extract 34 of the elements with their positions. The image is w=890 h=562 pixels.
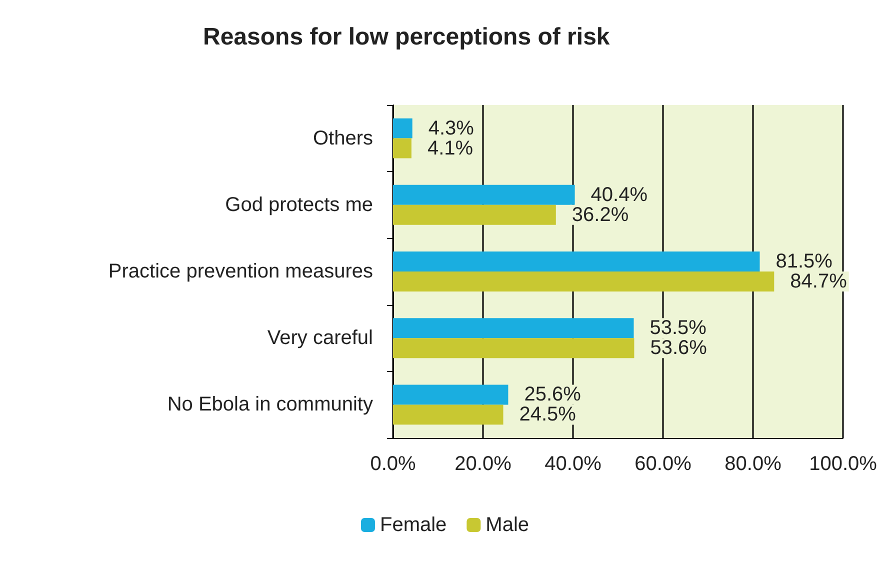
bar <box>393 272 774 292</box>
legend-label: Female <box>380 514 447 536</box>
x-tick-label: 40.0% <box>544 453 602 475</box>
legend-label: Male <box>486 514 530 536</box>
y-tick-label: Very careful <box>267 327 373 350</box>
data-label: 84.7% <box>790 270 848 292</box>
chart-title: Reasons for low perceptions of risk <box>203 24 610 50</box>
x-tick-label: 0.0% <box>370 453 416 475</box>
bar <box>393 204 556 225</box>
data-label: 53.6% <box>650 337 708 360</box>
data-label: 53.5% <box>650 317 707 340</box>
x-tick-label: 80.0% <box>724 453 782 475</box>
y-tick-label: Others <box>312 127 373 150</box>
x-tick-label: 60.0% <box>634 453 692 475</box>
data-label: 40.4% <box>590 184 648 206</box>
bar <box>393 184 575 205</box>
bar <box>393 252 760 272</box>
y-tick-label: Practice prevention measures <box>108 260 373 282</box>
bar <box>393 384 508 405</box>
data-label: 36.2% <box>572 204 629 226</box>
y-tick-label: God protects me <box>225 194 373 216</box>
data-label: 4.3% <box>428 117 474 140</box>
bar <box>393 338 634 358</box>
bar <box>393 404 504 425</box>
data-label: 25.6% <box>524 384 582 406</box>
bar <box>393 318 634 338</box>
y-tick-label: No Ebola in community <box>167 394 373 416</box>
data-label: 4.1% <box>427 137 474 160</box>
x-tick-label: 100.0% <box>809 453 878 475</box>
bar <box>393 118 412 138</box>
x-tick-label: 20.0% <box>454 453 512 475</box>
data-label: 81.5% <box>776 250 833 273</box>
data-label: 24.5% <box>519 404 576 426</box>
bar <box>393 138 412 158</box>
